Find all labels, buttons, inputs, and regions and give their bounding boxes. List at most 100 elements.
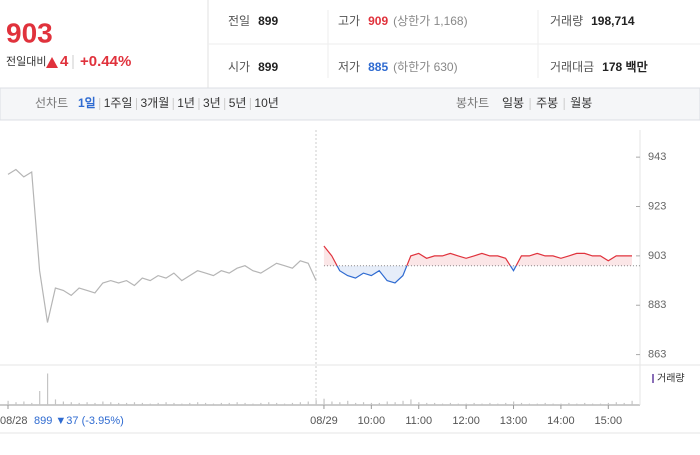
volume-bar (599, 403, 602, 405)
volume-bar (552, 403, 554, 405)
volume-bar (291, 402, 294, 405)
change-label: 전일대비 (6, 54, 46, 68)
area-fill (323, 246, 632, 266)
candle-chart-label: 봉차트 (456, 96, 489, 110)
period-tab[interactable]: 1일 (78, 96, 96, 110)
volume-bar (181, 403, 183, 405)
volume-bar (189, 402, 191, 405)
volume-bar (513, 401, 515, 405)
volume-bar (228, 402, 230, 405)
volume-bar (323, 398, 325, 405)
volume-bar (615, 402, 617, 405)
stat-label: 시가 (228, 60, 250, 74)
volume-bar (78, 402, 80, 405)
volume-bar (631, 400, 633, 405)
stat-label: 저가 (338, 60, 360, 74)
price-line-up (323, 245, 632, 266)
up-icon (46, 57, 58, 68)
volume-bar (576, 403, 578, 405)
volume-bar (378, 402, 380, 405)
volume-bar (252, 403, 254, 405)
x-tick-label: 14:00 (547, 415, 575, 427)
day-summary: 899 ▼37 (-3.95%) (34, 415, 124, 427)
price: 903 (6, 17, 53, 48)
volume-bar (46, 373, 49, 405)
volume-bar (536, 403, 538, 405)
volume-bar (568, 402, 570, 405)
period-tab[interactable]: 3개월 (140, 96, 169, 110)
volume-bar (623, 402, 625, 405)
y-tick-label: 903 (648, 250, 666, 262)
volume-bar (86, 402, 88, 405)
volume-bar (410, 399, 412, 405)
volume-bar (307, 401, 309, 405)
candle-tab[interactable]: 월봉 (570, 96, 592, 110)
volume-bar (110, 402, 112, 405)
volume-bar (449, 402, 452, 405)
volume-bar (94, 402, 96, 405)
volume-bar (355, 402, 357, 405)
candle-tab[interactable]: 일봉 (502, 96, 524, 110)
volume-bar (204, 402, 207, 405)
stat-note: (하한가 630) (393, 60, 457, 74)
volume-bar (528, 403, 531, 405)
tab-bar (0, 87, 700, 121)
volume-bar (7, 400, 9, 405)
period-tab[interactable]: 1주일 (104, 96, 133, 110)
line-chart-label: 선차트 (35, 96, 68, 110)
volume-bar (236, 402, 238, 405)
x-tick-label: 08/28 (0, 415, 28, 427)
price-line-down (336, 265, 517, 284)
volume-bar (197, 402, 199, 405)
area-fill (323, 265, 632, 283)
stat-value: 899 (258, 60, 278, 74)
volume-bar (347, 400, 349, 405)
change-pct: +0.44% (80, 53, 131, 70)
stat-value: 885 (368, 60, 388, 74)
volume-bar (212, 403, 215, 405)
volume-bar (54, 399, 57, 405)
volume-bar (70, 402, 72, 405)
volume-bar (141, 402, 143, 405)
volume-bar (362, 402, 365, 405)
volume-bar (394, 402, 396, 405)
x-tick-label: 15:00 (595, 415, 623, 427)
volume-bar (23, 401, 25, 405)
volume-bar (15, 402, 17, 405)
volume-bar (386, 401, 388, 405)
volume-bar (118, 402, 120, 405)
volume-bar (339, 402, 341, 405)
change: 4 (60, 53, 69, 70)
volume-bar (441, 403, 444, 405)
volume-bar (331, 401, 333, 405)
volume-bar (426, 402, 428, 405)
period-tab[interactable]: 1년 (177, 96, 195, 110)
stat-value: 909 (368, 14, 388, 28)
x-tick-label: 10:00 (358, 415, 386, 427)
stat-note: (상한가 1,168) (393, 14, 467, 28)
x-tick-label: 13:00 (500, 415, 528, 427)
volume-bar (260, 402, 262, 405)
stat-label: 거래대금 (550, 60, 594, 74)
period-tab[interactable]: 5년 (229, 96, 247, 110)
volume-bar (299, 402, 301, 405)
legend-swatch (652, 374, 654, 383)
candle-tab[interactable]: 주봉 (536, 96, 558, 110)
volume-bar (560, 403, 562, 405)
period-tab[interactable]: 3년 (203, 96, 221, 110)
volume-bar (276, 402, 278, 405)
volume-bar (481, 403, 483, 405)
price-line (7, 168, 317, 323)
stat-label: 전일 (228, 14, 250, 28)
volume-bar (173, 402, 175, 405)
volume-bar (607, 402, 610, 405)
volume-bar (62, 401, 64, 405)
volume-bar (584, 402, 586, 405)
volume-bar (157, 402, 159, 405)
legend-label: 거래량 (657, 373, 685, 385)
volume-bar (165, 402, 167, 405)
period-tab[interactable]: 10년 (254, 96, 278, 110)
y-tick-label: 923 (648, 200, 666, 212)
stat-value: 899 (258, 14, 278, 28)
